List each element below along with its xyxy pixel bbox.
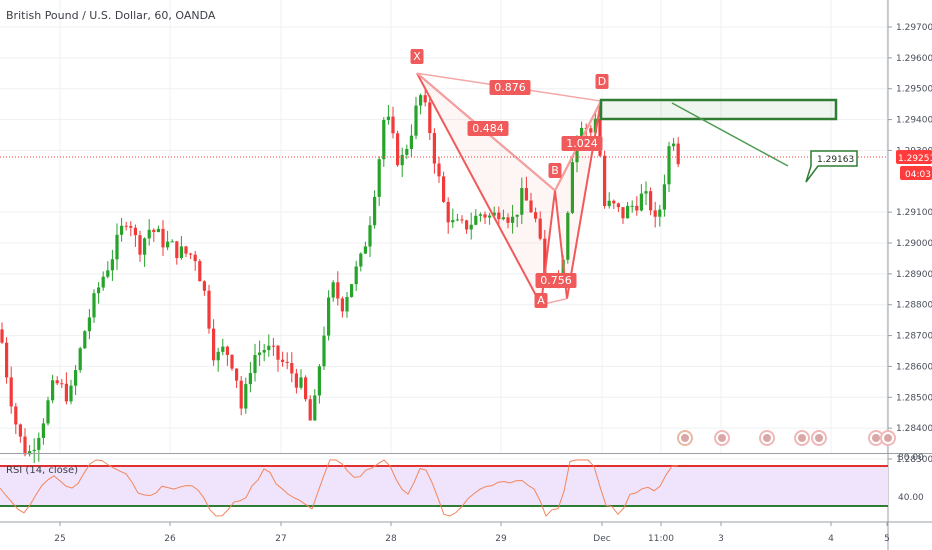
event-flag-dot [815, 434, 823, 442]
price-badge-value: 1.29251 [898, 154, 932, 164]
time-tick-label: 3 [718, 534, 724, 544]
ratio-ac-label [535, 273, 577, 288]
event-flag-dot [763, 434, 771, 442]
target-callout[interactable] [805, 150, 858, 183]
ratio-xd-label [489, 80, 531, 95]
price-tick-label: 1.28700 [896, 332, 932, 342]
time-tick-label: 4 [828, 534, 834, 544]
point-a-label [534, 293, 548, 308]
point-b-label [548, 163, 562, 178]
point-b-label-text: B [551, 164, 559, 177]
price-tick-label: 1.29600 [896, 54, 932, 64]
price-badge [896, 150, 932, 164]
rsi-lower-label: 40.00 [898, 493, 924, 503]
price-tick-label: 1.29100 [896, 208, 932, 218]
ratio-xd-label-text: 0.876 [494, 81, 526, 94]
price-tick-label: 1.28900 [896, 270, 932, 280]
countdown-value: 04:03 [905, 170, 931, 180]
event-flag-dot [798, 434, 806, 442]
event-flag-dot [681, 434, 689, 442]
price-tick-label: 1.28300 [896, 455, 932, 465]
price-tick-label: 1.28800 [896, 301, 932, 311]
event-flag-dot [884, 434, 892, 442]
rsi-line [0, 459, 679, 517]
time-tick-label: 29 [495, 534, 507, 544]
time-tick-label: 11:00 [648, 534, 674, 544]
chart-title: British Pound / U.S. Dollar, 60, OANDA [6, 9, 216, 22]
time-axis[interactable]: 25 26 27 28 29 Dec 11:00 3 4 5 [54, 522, 890, 544]
point-d-label-text: D [598, 75, 606, 88]
countdown-badge [900, 166, 932, 180]
ratio-xb-label [467, 121, 509, 136]
rsi-upper-label: 80.00 [898, 453, 924, 463]
time-tick-label: Dec [593, 534, 610, 544]
ratio-ac-label-text: 0.756 [540, 274, 572, 287]
ratio-bd-label [561, 136, 603, 151]
point-x-label [410, 49, 424, 64]
economic-events[interactable] [677, 430, 896, 446]
ratio-xb-label-text: 0.484 [472, 122, 504, 135]
time-tick-label: 25 [54, 534, 65, 544]
price-tick-label: 1.29000 [896, 239, 932, 249]
target-zone [599, 98, 838, 167]
point-x-label-text: X [413, 50, 421, 63]
rsi-band [0, 466, 888, 506]
rsi-title: RSI (14, close) [6, 465, 79, 476]
price-tick-label: 1.29500 [896, 85, 932, 95]
price-tick-label: 1.29400 [896, 116, 932, 126]
time-tick-label: 28 [385, 534, 397, 544]
ratio-bd-label-text: 1.024 [566, 137, 598, 150]
grid [0, 0, 888, 460]
price-tick-label: 1.29700 [896, 23, 932, 33]
time-tick-label: 5 [884, 534, 890, 544]
main-pane[interactable] [0, 0, 888, 453]
price-tick-label: 1.28500 [896, 393, 932, 403]
event-flag-dot [872, 434, 880, 442]
event-flag-dot [718, 434, 726, 442]
target-callout-value: 1.29163 [817, 155, 854, 165]
price-axis[interactable]: 1.297001.296001.295001.294001.293001.291… [888, 23, 932, 465]
pane-separator[interactable] [0, 453, 932, 454]
time-tick-label: 26 [164, 534, 176, 544]
point-a-label-text: A [537, 294, 545, 307]
price-tick-label: 1.28600 [896, 362, 932, 372]
point-d-label [595, 74, 609, 89]
time-tick-label: 27 [275, 534, 286, 544]
price-tick-label: 1.28400 [896, 424, 932, 434]
